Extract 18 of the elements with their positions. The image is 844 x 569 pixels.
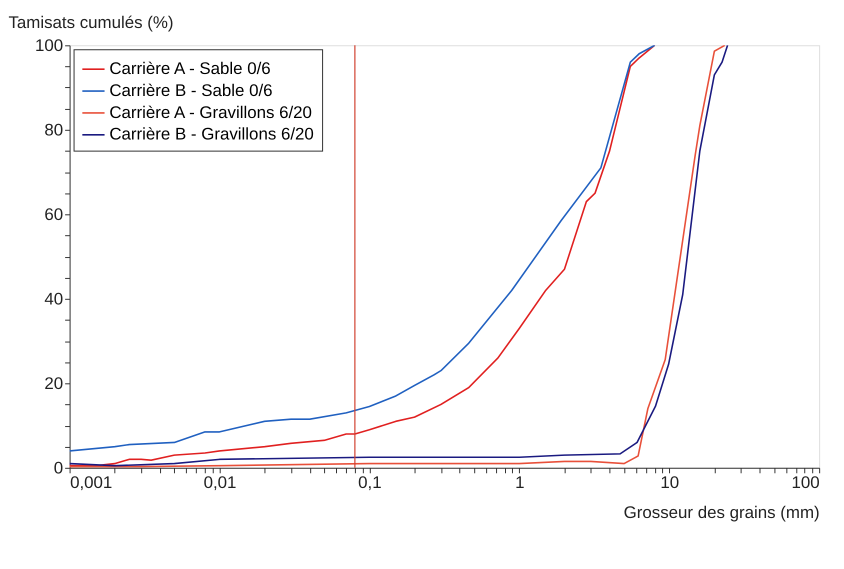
y-tick-label: 40 xyxy=(44,289,64,308)
y-tick-label: 20 xyxy=(44,374,64,393)
y-tick-label: 100 xyxy=(34,36,64,55)
legend-label: Carrière A - Gravillons 6/20 xyxy=(109,102,312,122)
x-tick-label: 0,1 xyxy=(358,473,382,492)
x-tick-label: 100 xyxy=(791,473,820,492)
y-tick-label: 0 xyxy=(54,458,64,478)
x-tick-label: 1 xyxy=(515,473,525,492)
y-tick-label: 60 xyxy=(44,204,64,224)
y-axis-title: Tamisats cumulés (%) xyxy=(8,12,174,32)
x-axis-title: Grosseur des grains (mm) xyxy=(624,503,820,522)
legend-label: Carrière B - Sable 0/6 xyxy=(109,81,273,100)
x-tick-label: 0,01 xyxy=(204,473,236,492)
legend-label: Carrière B - Gravillons 6/20 xyxy=(109,124,314,144)
legend-label: Carrière A - Sable 0/6 xyxy=(109,59,271,78)
x-tick-label: 0,001 xyxy=(70,473,112,492)
y-tick-label: 80 xyxy=(44,120,64,140)
x-tick-label: 10 xyxy=(660,473,680,492)
